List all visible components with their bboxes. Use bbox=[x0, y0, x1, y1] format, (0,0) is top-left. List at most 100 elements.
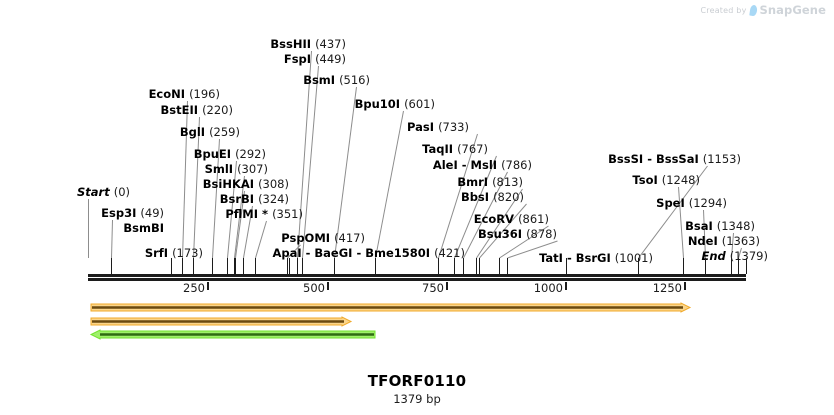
restriction-site-label[interactable]: ApaI - BaeGI - Bme1580I (421) bbox=[272, 247, 465, 259]
ruler-tick-label: 1250 bbox=[652, 281, 682, 295]
ruler-tick-mark bbox=[207, 282, 209, 290]
restriction-site-label[interactable]: AleI - MslI (786) bbox=[433, 159, 532, 171]
restriction-site-label[interactable]: BsaI (1348) bbox=[685, 220, 755, 232]
restriction-site-tick bbox=[255, 258, 256, 274]
restriction-enzyme-name: EcoRV bbox=[473, 212, 515, 226]
restriction-site-label[interactable]: BglI (259) bbox=[180, 126, 240, 138]
restriction-site-position: (878) bbox=[526, 227, 557, 241]
restriction-site-tick bbox=[705, 258, 706, 274]
restriction-site-label[interactable]: EcoNI (196) bbox=[149, 88, 220, 100]
restriction-site-label[interactable]: BsmBI bbox=[123, 222, 164, 234]
restriction-enzyme-name: FspI bbox=[283, 52, 312, 66]
restriction-site-label[interactable]: BstEII (220) bbox=[161, 104, 233, 116]
label-leader-line bbox=[86, 199, 90, 258]
restriction-site-label[interactable]: BmrI (813) bbox=[457, 176, 523, 188]
restriction-site-position: (733) bbox=[438, 120, 469, 134]
restriction-site-label[interactable]: TaqII (767) bbox=[422, 143, 488, 155]
restriction-site-label[interactable]: Bpu10I (601) bbox=[355, 98, 435, 110]
restriction-site-label[interactable]: TsoI (1248) bbox=[632, 174, 700, 186]
restriction-site-tick bbox=[287, 258, 288, 274]
restriction-site-tick bbox=[683, 258, 684, 274]
ruler-tick-mark bbox=[327, 282, 329, 290]
restriction-site-label[interactable]: BssHII (437) bbox=[270, 38, 346, 50]
restriction-site-position: (351) bbox=[272, 207, 303, 221]
label-leader-line bbox=[232, 175, 246, 259]
restriction-site-position: (1294) bbox=[688, 196, 727, 210]
restriction-site-position: (220) bbox=[202, 103, 233, 117]
label-leader-line bbox=[729, 232, 735, 259]
restriction-site-position: (324) bbox=[258, 192, 289, 206]
restriction-enzyme-name: BmrI bbox=[457, 175, 489, 189]
restriction-site-label[interactable]: BsmI (516) bbox=[303, 74, 370, 86]
label-leader-line bbox=[373, 110, 405, 259]
restriction-enzyme-name: PflMI * bbox=[225, 207, 269, 221]
restriction-site-label[interactable]: BsiHKAI (308) bbox=[203, 178, 289, 190]
restriction-site-tick bbox=[212, 258, 213, 274]
restriction-site-tick bbox=[111, 258, 112, 274]
feature-arrow[interactable] bbox=[89, 329, 376, 340]
restriction-site-tick bbox=[289, 258, 290, 274]
restriction-site-tick bbox=[638, 258, 639, 274]
restriction-enzyme-name: BpuEI bbox=[193, 147, 232, 161]
restriction-site-position: (1379) bbox=[729, 249, 768, 263]
feature-arrow[interactable] bbox=[90, 316, 353, 327]
restriction-enzyme-name: TaqII bbox=[422, 142, 454, 156]
restriction-site-position: (449) bbox=[315, 52, 346, 66]
restriction-site-tick bbox=[243, 258, 244, 274]
restriction-site-position: (1248) bbox=[661, 173, 700, 187]
restriction-site-tick bbox=[507, 258, 508, 274]
restriction-enzyme-name: BssHII bbox=[270, 37, 312, 51]
sequence-length-label: 1379 bp bbox=[393, 392, 441, 406]
restriction-site-label[interactable]: PspOMI (417) bbox=[281, 232, 365, 244]
restriction-enzyme-name: SmlI bbox=[204, 162, 234, 176]
restriction-site-tick bbox=[227, 258, 228, 274]
restriction-enzyme-name: BsaI bbox=[685, 219, 713, 233]
restriction-site-label[interactable]: SrfI (173) bbox=[145, 247, 203, 259]
restriction-site-label[interactable]: BbsI (820) bbox=[461, 191, 524, 203]
restriction-site-label[interactable]: SmlI (307) bbox=[205, 163, 268, 175]
restriction-site-label[interactable]: PasI (733) bbox=[407, 121, 469, 133]
restriction-site-label[interactable]: PflMI * (351) bbox=[225, 208, 303, 220]
restriction-site-tick bbox=[438, 258, 439, 274]
restriction-site-label[interactable]: SpeI (1294) bbox=[656, 197, 727, 209]
restriction-enzyme-name: SrfI bbox=[144, 246, 169, 260]
restriction-enzyme-name: NdeI bbox=[687, 234, 718, 248]
restriction-site-label[interactable]: EcoRV (861) bbox=[474, 213, 549, 225]
restriction-site-tick bbox=[193, 258, 194, 274]
restriction-site-label[interactable]: BssSI - BssSaI (1153) bbox=[608, 153, 741, 165]
restriction-site-label[interactable]: Esp3I (49) bbox=[101, 207, 164, 219]
restriction-site-position: (1153) bbox=[702, 152, 741, 166]
restriction-site-label[interactable]: BpuEI (292) bbox=[194, 148, 266, 160]
restriction-enzyme-name: AleI - MslI bbox=[432, 158, 498, 172]
restriction-site-position: (767) bbox=[457, 142, 488, 156]
label-leader-line bbox=[676, 186, 685, 259]
restriction-site-tick bbox=[476, 258, 477, 274]
restriction-site-tick bbox=[302, 258, 303, 274]
restriction-site-tick bbox=[334, 258, 335, 274]
restriction-site-tick bbox=[171, 258, 172, 274]
watermark-created-by-label: Created by bbox=[700, 5, 747, 15]
restriction-site-label[interactable]: End (1379) bbox=[701, 250, 768, 262]
restriction-site-label[interactable]: TatI - BsrGI (1001) bbox=[539, 252, 653, 264]
restriction-site-label[interactable]: NdeI (1363) bbox=[688, 235, 760, 247]
restriction-site-tick bbox=[566, 258, 567, 274]
label-leader-line bbox=[636, 165, 709, 259]
restriction-site-tick bbox=[454, 258, 455, 274]
label-leader-line bbox=[180, 100, 189, 259]
feature-arrow[interactable] bbox=[90, 302, 692, 313]
restriction-enzyme-name: BglI bbox=[179, 125, 206, 139]
restriction-site-label[interactable]: BsrBI (324) bbox=[220, 193, 289, 205]
restriction-site-label[interactable]: Start (0) bbox=[77, 186, 130, 198]
restriction-site-position: (1363) bbox=[721, 234, 760, 248]
ruler-tick-label: 1000 bbox=[533, 281, 563, 295]
restriction-site-position: (1001) bbox=[614, 251, 653, 265]
label-leader-line bbox=[109, 219, 114, 259]
label-leader-line bbox=[505, 240, 559, 259]
restriction-site-position: (292) bbox=[235, 147, 266, 161]
ruler-tick-mark bbox=[684, 282, 686, 290]
restriction-site-position: (601) bbox=[404, 97, 435, 111]
restriction-site-label[interactable]: Bsu36I (878) bbox=[478, 228, 557, 240]
restriction-enzyme-name: BsmBI bbox=[123, 221, 164, 235]
restriction-site-label[interactable]: FspI (449) bbox=[284, 53, 346, 65]
